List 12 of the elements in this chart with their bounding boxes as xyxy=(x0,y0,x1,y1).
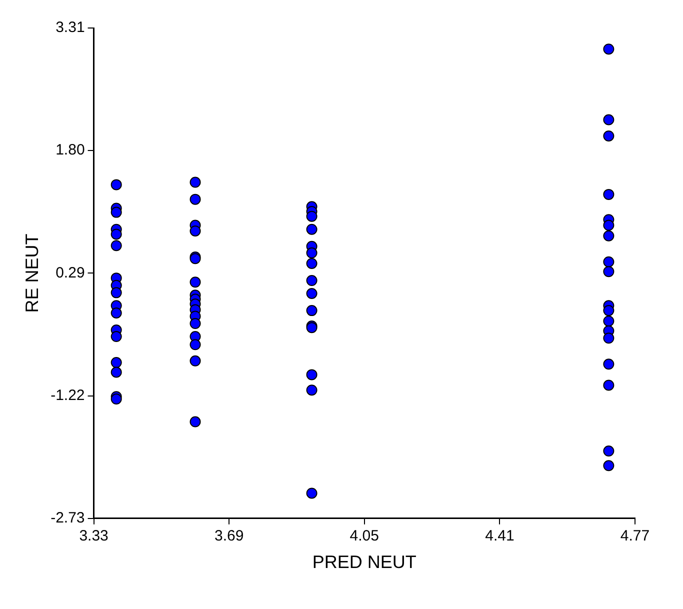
y-tick-label: 1.80 xyxy=(56,142,85,159)
y-tick-label: -2.73 xyxy=(50,510,85,527)
x-tick-label: 4.05 xyxy=(350,528,379,545)
y-tick-label: -1.22 xyxy=(50,386,85,404)
y-axis-title: RE NEUT xyxy=(22,234,42,313)
y-tick-label: 3.31 xyxy=(56,19,85,36)
x-tick-label: 3.33 xyxy=(79,528,108,545)
x-axis-title: PRED NEUT xyxy=(312,552,416,572)
x-tick-label: 3.69 xyxy=(214,528,244,545)
x-tick-label: 4.41 xyxy=(485,528,514,545)
y-tick-label: 0.29 xyxy=(56,264,85,282)
x-tick-label: 4.77 xyxy=(620,528,650,545)
